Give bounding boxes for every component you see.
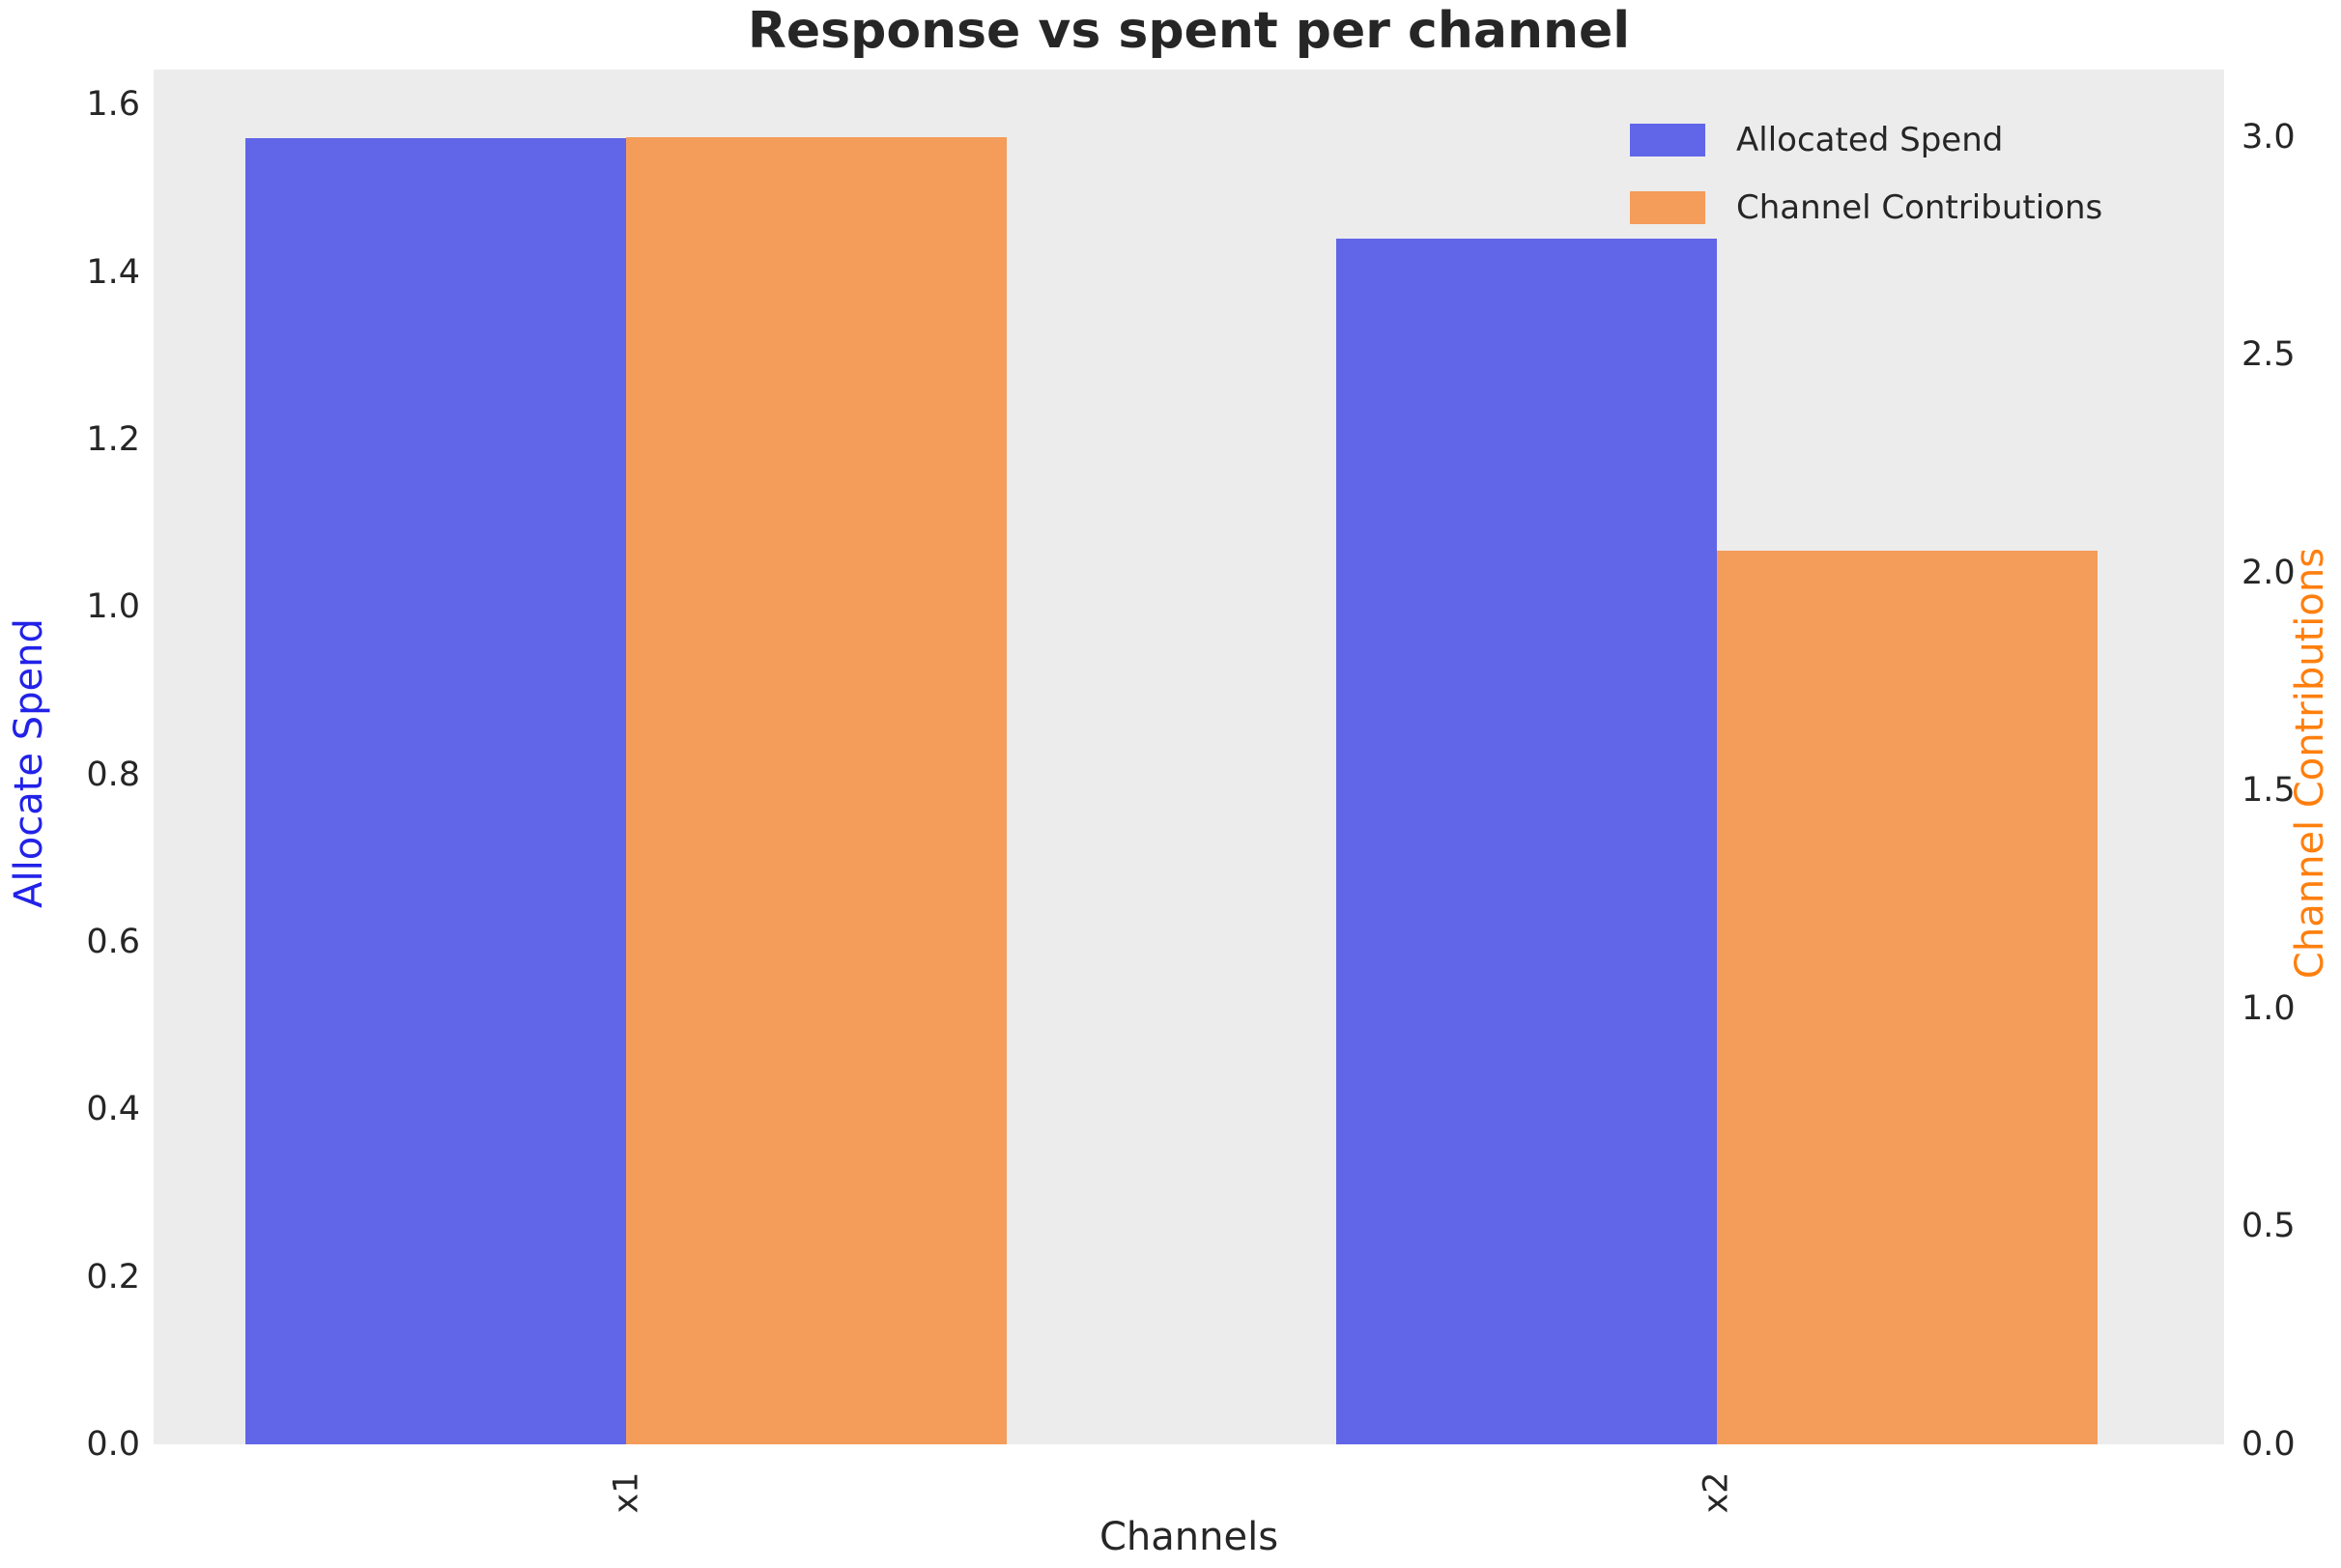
y-tick-left-1.4: 1.4 — [86, 252, 140, 292]
legend-item: Allocated Spend — [1630, 106, 2102, 174]
y-tick-right-1.5: 1.5 — [2241, 771, 2296, 811]
bar-allocated-spend-x1 — [245, 138, 627, 1444]
bar-allocated-spend-x2 — [1336, 239, 1717, 1444]
y-tick-right-0.5: 0.5 — [2241, 1207, 2296, 1246]
y-axis-left-label-wrap: Allocate Spend — [2, 493, 56, 1034]
y-tick-left-1.6: 1.6 — [86, 85, 140, 125]
legend-label: Channel Contributions — [1736, 188, 2103, 227]
plot-area: Allocated Spend Channel Contributions — [154, 70, 2224, 1444]
y-tick-right-3: 3.0 — [2241, 117, 2296, 157]
legend-swatch — [1630, 124, 1705, 157]
y-tick-right-0: 0.0 — [2241, 1425, 2296, 1464]
y-axis-left-ticks: 0.0 0.2 0.4 0.6 0.8 1.0 1.2 1.4 1.6 — [0, 70, 140, 1464]
bar-channel-contributions-x2 — [1716, 551, 2098, 1444]
y-axis-right-ticks: 0.0 0.5 1.0 1.5 2.0 2.5 3.0 — [2241, 70, 2338, 1464]
legend-item: Channel Contributions — [1630, 174, 2102, 242]
y-axis-left-label: Allocate Spend — [7, 618, 51, 908]
bar-channel-contributions-x1 — [626, 136, 1007, 1444]
legend: Allocated Spend Channel Contributions — [1630, 106, 2102, 242]
y-tick-right-1: 1.0 — [2241, 988, 2296, 1028]
x-tick-label-x2: x2 — [1697, 1471, 1736, 1514]
y-axis-right-label-wrap: Channel Contributions — [2283, 493, 2337, 1034]
y-tick-right-2: 2.0 — [2241, 553, 2296, 592]
y-tick-left-0: 0.0 — [86, 1425, 140, 1464]
y-tick-left-0.4: 0.4 — [86, 1090, 140, 1129]
y-tick-left-0.6: 0.6 — [86, 923, 140, 962]
y-tick-left-1.2: 1.2 — [86, 420, 140, 460]
x-tick-label-x1: x1 — [607, 1471, 646, 1514]
y-tick-left-1: 1.0 — [86, 587, 140, 627]
y-tick-left-0.2: 0.2 — [86, 1257, 140, 1297]
x-axis-label: Channels — [1099, 1515, 1279, 1559]
y-axis-right-label: Channel Contributions — [2288, 547, 2333, 980]
legend-label: Allocated Spend — [1736, 121, 2004, 159]
legend-swatch — [1630, 191, 1705, 224]
y-tick-right-2.5: 2.5 — [2241, 335, 2296, 375]
y-tick-left-0.8: 0.8 — [86, 755, 140, 794]
chart-title: Response vs spent per channel — [747, 2, 1631, 60]
